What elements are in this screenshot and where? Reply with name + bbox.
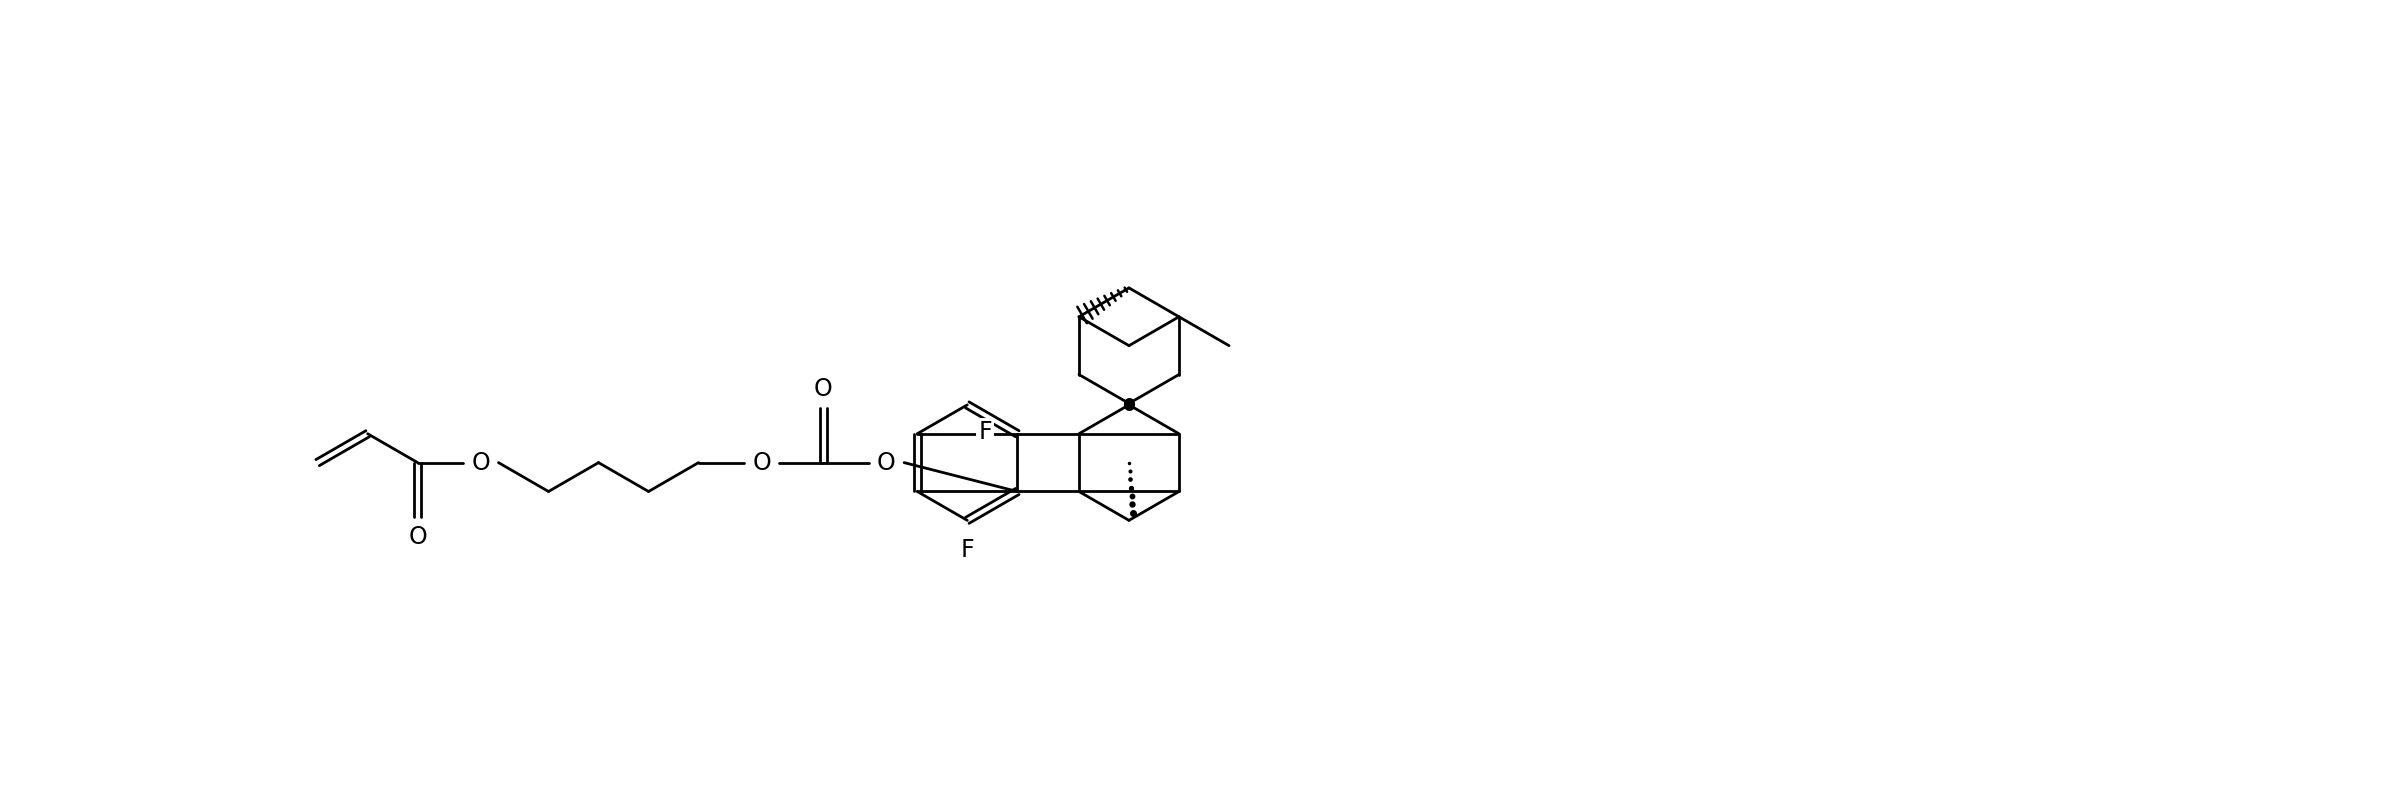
Text: F: F	[979, 420, 991, 444]
Text: O: O	[751, 451, 770, 474]
Text: O: O	[876, 451, 895, 474]
Text: F: F	[960, 537, 974, 562]
Text: O: O	[470, 451, 490, 474]
Text: O: O	[814, 377, 833, 400]
Text: O: O	[408, 525, 427, 548]
